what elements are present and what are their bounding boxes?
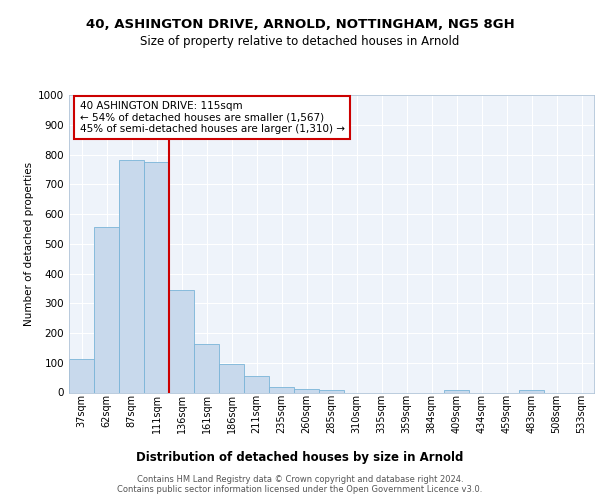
Bar	[194, 344, 219, 393]
Bar	[444, 390, 469, 392]
Text: 40 ASHINGTON DRIVE: 115sqm
← 54% of detached houses are smaller (1,567)
45% of s: 40 ASHINGTON DRIVE: 115sqm ← 54% of deta…	[79, 101, 344, 134]
Bar	[169, 290, 194, 392]
Bar	[94, 227, 119, 392]
Text: Contains HM Land Registry data © Crown copyright and database right 2024.
Contai: Contains HM Land Registry data © Crown c…	[118, 474, 482, 494]
Bar	[119, 160, 144, 392]
Text: Size of property relative to detached houses in Arnold: Size of property relative to detached ho…	[140, 35, 460, 48]
Bar	[219, 364, 244, 392]
Bar	[269, 387, 294, 392]
Y-axis label: Number of detached properties: Number of detached properties	[24, 162, 34, 326]
Bar	[69, 359, 94, 392]
Bar	[144, 162, 169, 392]
Bar	[519, 390, 544, 392]
Bar	[244, 376, 269, 392]
Text: Distribution of detached houses by size in Arnold: Distribution of detached houses by size …	[136, 451, 464, 464]
Bar	[294, 389, 319, 392]
Bar	[319, 390, 344, 392]
Text: 40, ASHINGTON DRIVE, ARNOLD, NOTTINGHAM, NG5 8GH: 40, ASHINGTON DRIVE, ARNOLD, NOTTINGHAM,…	[86, 18, 514, 30]
